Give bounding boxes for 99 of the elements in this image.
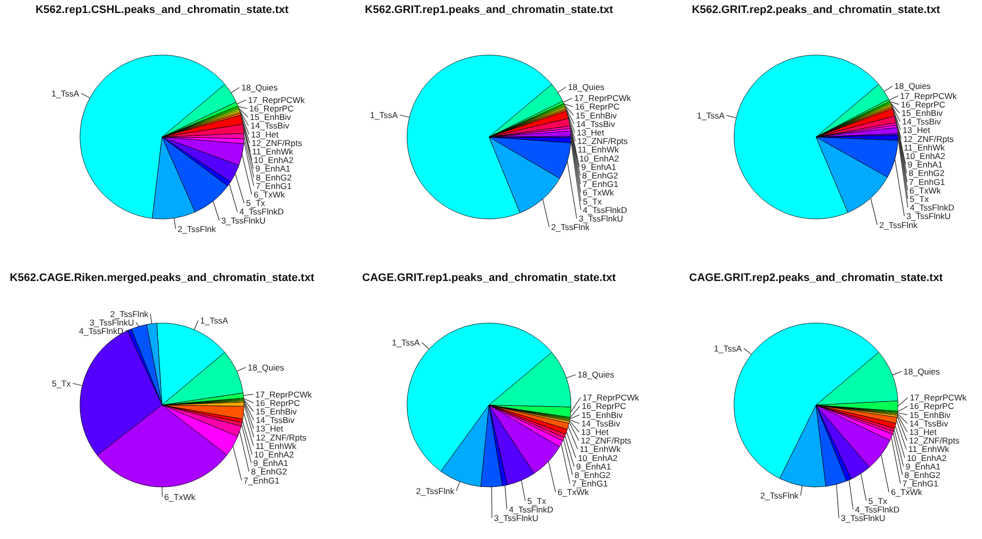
slice-label: 10_EnhA2 xyxy=(579,153,620,164)
chart-title: K562.rep1.CSHL.peaks_and_chromatin_state.txt xyxy=(35,4,289,16)
slice-label: 2_TssFlnk xyxy=(760,490,800,501)
slice-label: 16_ReprPC xyxy=(575,102,620,112)
chart-title: K562.GRIT.rep1.peaks_and_chromatin_state.txt xyxy=(364,4,614,16)
chart-title: CAGE.GRIT.rep1.peaks_and_chromatin_state.txt xyxy=(362,272,616,284)
slice-label: 18_Quies xyxy=(903,366,940,376)
slice-label: 1_TssA xyxy=(696,110,726,120)
slice-label: 11_EnhWk xyxy=(908,444,950,454)
slice-label: 14_TssBiv xyxy=(909,418,949,428)
slice-label: 4_TssFlnkD xyxy=(582,204,628,215)
slice-label: 13_Het xyxy=(581,427,610,437)
slice-label: 15_EnhBiv xyxy=(576,110,618,120)
slice-label: 9_EnhA1 xyxy=(255,164,291,174)
slice-label: 10_EnhA2 xyxy=(254,449,294,460)
slice-label: 1_TssA xyxy=(392,337,420,348)
slice-label: 12_ZNF/Rpts xyxy=(577,136,628,146)
slice-label: 9_EnhA1 xyxy=(908,160,943,170)
slice-label: 2_TssFlnk xyxy=(551,222,590,232)
slice-label: 18_Quies xyxy=(248,362,284,372)
slice-label: 17_ReprPCWk xyxy=(255,389,313,400)
slice-label: 14_TssBiv xyxy=(902,116,942,127)
slice-label: 6_TxWk xyxy=(890,487,923,498)
slice-label: 9_EnhA1 xyxy=(253,458,288,468)
slice-label: 18_Quies xyxy=(241,82,278,92)
slice-label: 6_TxWk xyxy=(164,492,196,502)
slice-label: 17_ReprPCWk xyxy=(248,94,306,105)
slice-label: 8_EnhG2 xyxy=(251,466,288,477)
slice-label: 14_TssBiv xyxy=(256,415,296,426)
slice-label: 5_Tx xyxy=(910,194,930,204)
slice-label: 8_EnhG2 xyxy=(582,170,618,180)
slice-label: 14_TssBiv xyxy=(250,120,290,131)
slice-label: 11_EnhWk xyxy=(252,146,294,157)
slice-label: 10_EnhA2 xyxy=(254,155,294,166)
slice-label: 16_ReprPC xyxy=(249,104,294,114)
slice-label: 2_TssFlnk xyxy=(178,224,217,234)
slice-label: 17_ReprPCWk xyxy=(910,392,968,403)
slice-label: 3_TssFlnkU xyxy=(906,211,951,222)
slice-label: 4_TssFlnkD xyxy=(79,326,124,336)
slice-label: 10_EnhA2 xyxy=(906,150,946,161)
slice-label: 1_TssA xyxy=(51,88,80,98)
chart-title: CAGE.GRIT.rep2.peaks_and_chromatin_state.txt xyxy=(689,272,944,284)
slice-label: 14_TssBiv xyxy=(576,118,616,129)
slice-label: 10_EnhA2 xyxy=(578,452,618,463)
slice-label: 12_ZNF/Rpts xyxy=(580,436,632,446)
slice-label: 7_EnhG1 xyxy=(244,475,280,486)
slice-label: 18_Quies xyxy=(568,82,604,92)
slice-label: 5_Tx xyxy=(868,496,888,506)
slice-label: 7_EnhG1 xyxy=(572,478,608,489)
slice-label: 16_ReprPC xyxy=(582,401,626,412)
slice-label: 12_ZNF/Rpts xyxy=(908,436,960,446)
slice-label: 15_EnhBiv xyxy=(582,410,624,420)
slice-label: 5_Tx xyxy=(582,196,602,206)
slice-label: 18_Quies xyxy=(894,81,931,92)
slice-label: 5_Tx xyxy=(246,198,266,208)
slice-label: 7_EnhG1 xyxy=(582,179,619,190)
slice-label: 8_EnhG2 xyxy=(908,168,945,178)
slice-label: 11_EnhWk xyxy=(580,444,622,454)
slice-label: 7_EnhG1 xyxy=(909,176,946,187)
slice-label: 17_ReprPCWk xyxy=(574,93,632,104)
slice-label: 3_TssFlnkU xyxy=(494,513,538,523)
slice-label: 2_TssFlnk xyxy=(110,308,150,319)
slice-label: 15_EnhBiv xyxy=(909,410,952,420)
slice-label: 6_TxWk xyxy=(254,190,286,200)
slice-label: 1_TssA xyxy=(370,110,398,120)
slice-label: 13_Het xyxy=(251,129,280,140)
slice-label: 13_Het xyxy=(909,427,938,437)
slice-label: 4_TssFlnkD xyxy=(239,206,284,217)
slice-label: 4_TssFlnkD xyxy=(855,504,900,514)
chart-title: K562.CAGE.Riken.merged.peaks_and_chromatin_state.txt xyxy=(10,272,315,284)
slice-label: 12_ZNF/Rpts xyxy=(256,432,306,442)
slice-label: 4_TssFlnkD xyxy=(508,504,554,514)
slice-label: 13_Het xyxy=(902,125,931,136)
slice-label: 6_TxWk xyxy=(582,188,615,198)
slice-label: 2_TssFlnk xyxy=(416,486,456,496)
slice-label: 5_Tx xyxy=(527,496,547,506)
slice-label: 8_EnhG2 xyxy=(904,470,941,480)
slice-label: 7_EnhG1 xyxy=(902,478,939,489)
slice-label: 11_EnhWk xyxy=(578,144,620,155)
slice-label: 3_TssFlnkU xyxy=(221,215,266,226)
slice-label: 13_Het xyxy=(256,424,284,434)
chart-title: K562.GRIT.rep2.peaks_and_chromatin_state.txt xyxy=(692,4,940,16)
slice-label: 1_TssA xyxy=(714,343,742,354)
slice-label: 12_ZNF/Rpts xyxy=(903,134,954,144)
slice-label: 14_TssBiv xyxy=(581,418,621,428)
slice-label: 3_TssFlnkU xyxy=(840,513,886,523)
slice-label: 17_ReprPCWk xyxy=(582,392,640,403)
slice-label: 2_TssFlnk xyxy=(879,220,918,230)
slice-label: 16_ReprPC xyxy=(910,401,954,412)
slice-label: 10_EnhA2 xyxy=(906,452,947,463)
slice-label: 5_Tx xyxy=(52,378,72,388)
slice-label: 6_TxWk xyxy=(558,487,590,498)
slice-label: 8_EnhG2 xyxy=(256,172,292,182)
slice-label: 18_Quies xyxy=(578,370,614,380)
slice-label: 8_EnhG2 xyxy=(574,470,611,480)
slice-label: 1_TssA xyxy=(200,316,228,326)
slice-label: 15_EnhBiv xyxy=(250,112,292,122)
slice-label: 17_ReprPCWk xyxy=(900,90,958,101)
slice-label: 4_TssFlnkD xyxy=(910,202,954,213)
